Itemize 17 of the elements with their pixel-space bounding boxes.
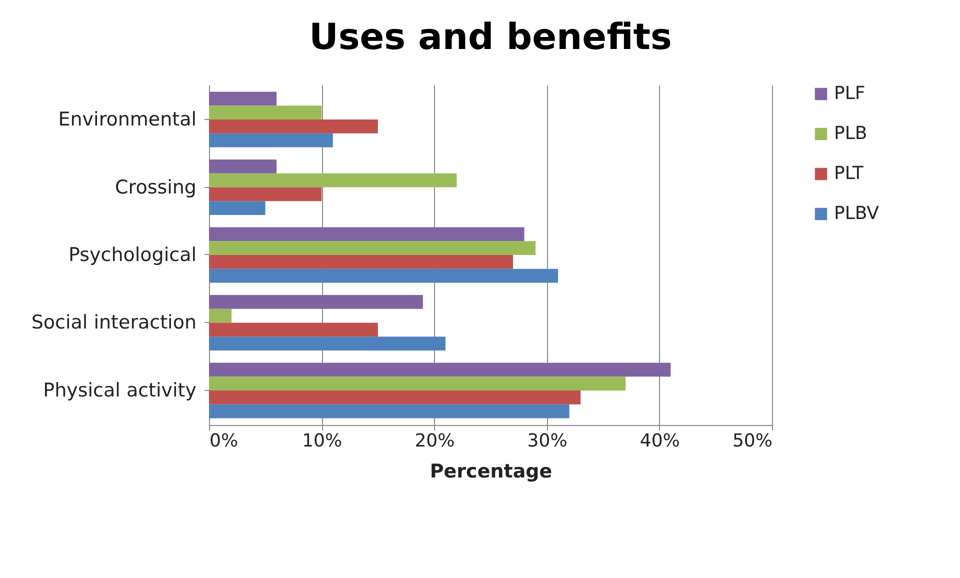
legend-label: PLB bbox=[834, 123, 868, 144]
x-tick-label: 50% bbox=[732, 430, 772, 452]
x-tick-label: 10% bbox=[302, 430, 342, 452]
x-tick-label: 30% bbox=[527, 430, 568, 452]
y-tick-label: Psychological bbox=[68, 244, 196, 266]
legend-label: PLT bbox=[834, 163, 864, 184]
x-tick-label: 20% bbox=[414, 430, 455, 452]
y-tick-label: Physical activity bbox=[43, 379, 196, 402]
chart-title: Uses and benefits bbox=[309, 17, 672, 58]
x-axis-title: Percentage bbox=[430, 460, 552, 482]
y-tick-label: Crossing bbox=[115, 176, 196, 198]
x-tick-label: 40% bbox=[640, 430, 680, 452]
y-tick-label: Social interaction bbox=[31, 312, 196, 334]
x-tick-label: 0% bbox=[210, 430, 238, 452]
legend-label: PLBV bbox=[834, 203, 880, 224]
legend-label: PLF bbox=[834, 83, 866, 104]
y-tick-label: Environmental bbox=[58, 108, 196, 131]
